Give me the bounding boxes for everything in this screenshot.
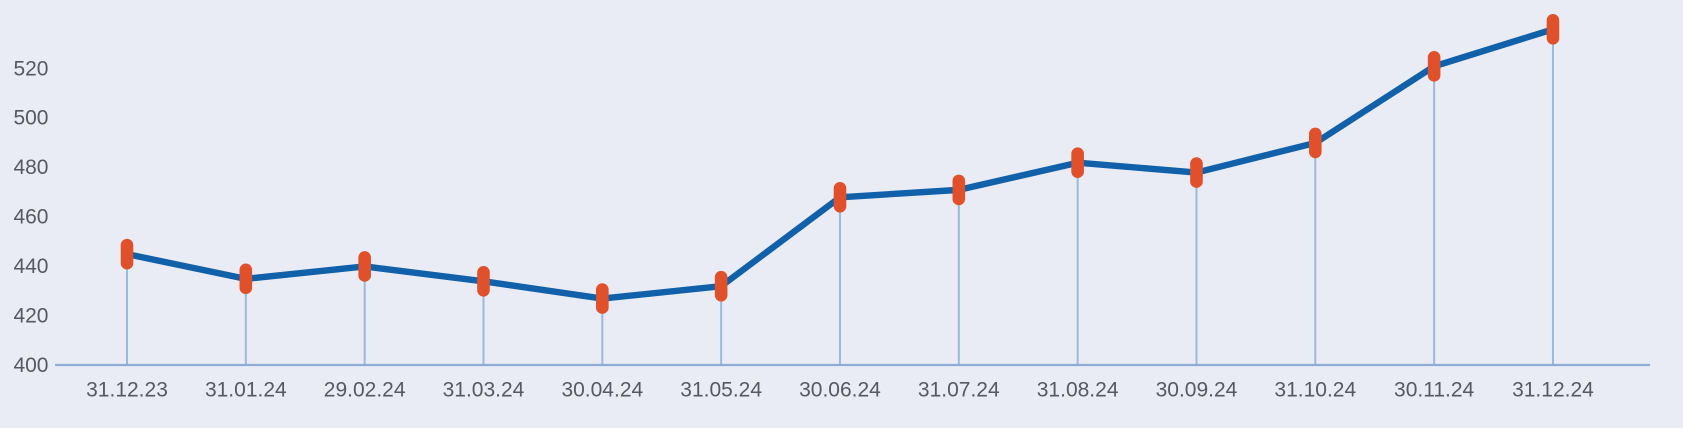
y-axis-tick-label: 520 bbox=[13, 57, 48, 80]
x-axis-label: 30.09.24 bbox=[1156, 379, 1238, 402]
x-axis-label: 30.04.24 bbox=[561, 379, 643, 402]
x-axis-label: 31.07.24 bbox=[918, 379, 1000, 402]
y-axis-tick-label: 460 bbox=[13, 206, 48, 229]
x-axis-label: 31.12.23 bbox=[86, 379, 168, 402]
data-marker[interactable] bbox=[1309, 127, 1322, 159]
y-axis-tick-label: 440 bbox=[13, 255, 48, 278]
y-axis-tick-label: 400 bbox=[13, 354, 48, 377]
data-marker[interactable] bbox=[714, 270, 728, 302]
y-axis-tick-label: 420 bbox=[13, 304, 48, 327]
data-marker[interactable] bbox=[1427, 51, 1441, 82]
x-axis-label: 29.02.24 bbox=[324, 379, 406, 402]
x-axis-label: 31.08.24 bbox=[1037, 379, 1119, 402]
x-axis-label: 30.11.24 bbox=[1394, 379, 1475, 402]
y-axis-tick-label: 500 bbox=[13, 107, 48, 130]
x-axis-label: 31.03.24 bbox=[443, 379, 525, 402]
x-axis-label: 31.12.24 bbox=[1512, 379, 1594, 402]
data-marker[interactable] bbox=[1190, 157, 1203, 188]
data-marker[interactable] bbox=[1546, 13, 1560, 45]
x-axis-label: 31.10.24 bbox=[1274, 379, 1356, 402]
data-marker[interactable] bbox=[477, 265, 490, 297]
data-marker[interactable] bbox=[596, 283, 609, 314]
y-axis-tick-label: 480 bbox=[13, 156, 48, 179]
x-axis-label: 31.05.24 bbox=[680, 379, 762, 402]
data-marker[interactable] bbox=[1071, 147, 1084, 178]
data-marker[interactable] bbox=[833, 181, 847, 213]
data-marker[interactable] bbox=[952, 174, 966, 206]
x-axis-label: 30.06.24 bbox=[799, 379, 881, 402]
data-marker[interactable] bbox=[358, 251, 371, 282]
x-axis-label: 31.01.24 bbox=[205, 379, 287, 402]
data-marker[interactable] bbox=[120, 238, 134, 270]
data-marker[interactable] bbox=[239, 263, 253, 295]
